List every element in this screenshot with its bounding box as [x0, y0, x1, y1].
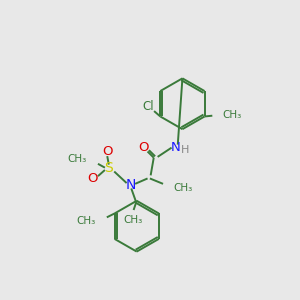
Text: N: N	[171, 141, 180, 154]
Text: O: O	[138, 141, 149, 154]
Text: N: N	[125, 178, 136, 192]
Text: O: O	[102, 145, 112, 158]
Text: CH₃: CH₃	[173, 183, 192, 193]
Text: CH₃: CH₃	[123, 215, 142, 225]
Text: CH₃: CH₃	[68, 154, 87, 164]
Text: CH₃: CH₃	[77, 216, 96, 226]
Text: Cl: Cl	[143, 100, 154, 113]
Text: O: O	[87, 172, 98, 185]
Text: CH₃: CH₃	[222, 110, 242, 120]
Text: S: S	[104, 161, 113, 176]
Text: H: H	[181, 145, 189, 155]
